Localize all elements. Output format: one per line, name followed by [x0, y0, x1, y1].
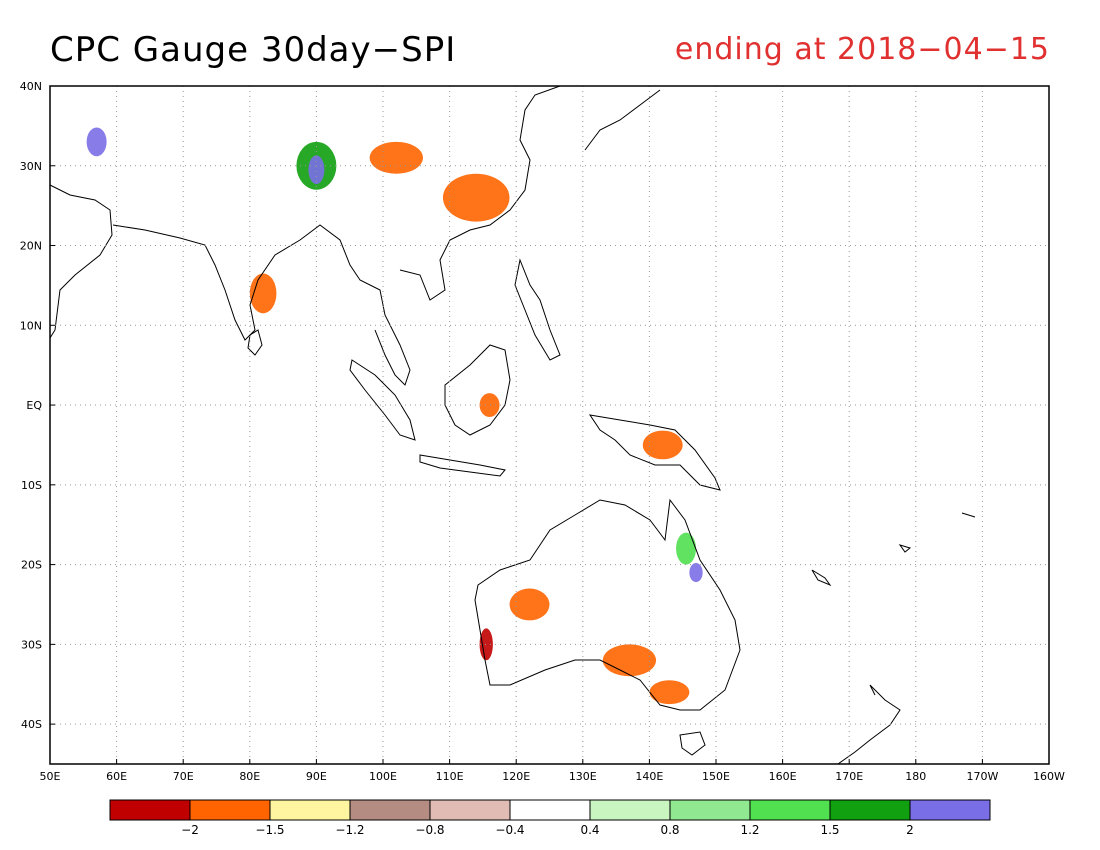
spi-region-wa-dry: [509, 588, 550, 621]
lon-tick-label: 120E: [502, 770, 530, 783]
colorbar-swatch: [109, 799, 191, 821]
lat-tick-label: 40S: [21, 718, 42, 731]
lon-tick-label: 100E: [369, 770, 397, 783]
spi-region-queensland-very-wet: [689, 562, 703, 583]
colorbar-label: 0.8: [660, 823, 679, 837]
coastline-tasmania: [679, 731, 706, 756]
colorbar-label: −0.8: [415, 823, 444, 837]
lon-tick-label: 180: [905, 770, 926, 783]
map-background: [50, 86, 1049, 764]
colorbar-swatch: [189, 799, 271, 821]
colorbar-swatch: [589, 799, 671, 821]
coastline-sri-lanka: [247, 329, 263, 356]
colorbar-label: 0.4: [580, 823, 599, 837]
colorbar-label: 1.2: [740, 823, 759, 837]
spi-region-queensland-wet: [676, 532, 697, 565]
axis-ticks: 50E 60E 70E 80E 90E 100E 110E 120E 130E 140E 150E 1…: [20, 80, 1065, 783]
colorbar-swatch: [669, 799, 751, 821]
coastline-japan: [584, 89, 661, 151]
lat-tick-label: 10N: [20, 319, 42, 332]
colorbar-label: 2: [906, 823, 914, 837]
map-subtitle: ending at 2018−04−15: [674, 32, 1050, 67]
coastline-new-guinea: [588, 414, 721, 491]
lon-tick-label: 170E: [835, 770, 863, 783]
coastline-australia: [474, 498, 741, 711]
lon-tick-label: 70E: [173, 770, 194, 783]
spi-region-victoria-dry: [649, 680, 690, 705]
colorbar-swatch: [829, 799, 911, 821]
colorbar-swatch: [349, 799, 431, 821]
spi-region-new-guinea-dry: [642, 430, 683, 460]
colorbar-swatch: [269, 799, 351, 821]
lon-tick-label: 160W: [1033, 770, 1065, 783]
coastline-sumatra: [349, 359, 416, 441]
colorbar-label: −2: [181, 823, 199, 837]
colorbar-swatch: [749, 799, 831, 821]
spi-region-himalaya-very-wet: [308, 155, 325, 185]
spi-region-borneo-dry: [479, 393, 500, 418]
coastline-new-zealand: [837, 684, 901, 765]
lon-tick-label: 170W: [966, 770, 998, 783]
lon-tick-label: 150E: [702, 770, 730, 783]
lon-tick-label: 160E: [769, 770, 797, 783]
map-frame: [49, 85, 1050, 765]
lat-tick-label: 20S: [21, 559, 42, 572]
coastline-layer: [49, 85, 976, 765]
lat-tick-label: 30N: [20, 160, 42, 173]
lon-tick-label: 50E: [40, 770, 61, 783]
colorbar-label: 1.5: [820, 823, 839, 837]
colorbar-swatch: [509, 799, 591, 821]
spi-region-iran-very-wet: [86, 127, 107, 157]
lat-tick-label: 20N: [20, 240, 42, 253]
lat-tick-label: 40N: [20, 80, 42, 93]
lon-tick-label: 60E: [106, 770, 127, 783]
coastline-java: [419, 454, 506, 477]
lon-tick-label: 130E: [569, 770, 597, 783]
lat-tick-label: 30S: [21, 638, 42, 651]
colorbar-label: −0.4: [495, 823, 524, 837]
spi-region-tibet-dry: [369, 141, 423, 174]
coastline-pacific-islands: [811, 512, 976, 587]
lat-tick-label: 10S: [21, 479, 42, 492]
lon-tick-label: 90E: [306, 770, 327, 783]
spi-region-wa-coast-very-dry: [479, 628, 493, 661]
coastline-philippines: [514, 258, 561, 361]
map-title: CPC Gauge 30day−SPI: [50, 30, 457, 70]
spi-region-south-china-dry: [442, 173, 510, 222]
lon-tick-label: 140E: [635, 770, 663, 783]
graticule: [50, 85, 1049, 764]
spi-anomaly-layer: [86, 127, 703, 705]
colorbar-label: −1.5: [255, 823, 284, 837]
colorbar-swatch: [909, 799, 991, 821]
colorbar-label: −1.2: [335, 823, 364, 837]
lat-tick-label: EQ: [26, 399, 42, 412]
colorbar: −2 −1.5 −1.2 −0.8 −0.4 0.4 0.8 1.2 1.5 2: [109, 799, 991, 837]
spi-region-sa-dry: [602, 644, 657, 677]
lon-tick-label: 110E: [436, 770, 464, 783]
colorbar-swatch: [429, 799, 511, 821]
lon-tick-label: 80E: [239, 770, 260, 783]
coastline-asia: [49, 85, 561, 386]
